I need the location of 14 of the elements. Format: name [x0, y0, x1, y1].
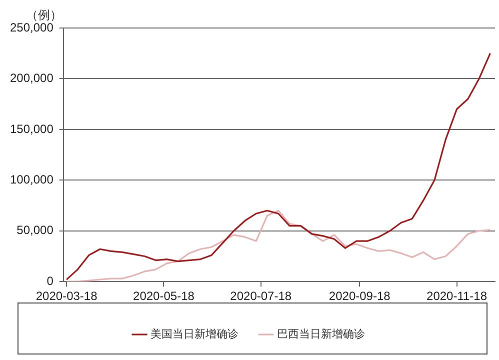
y-tick-label: 0: [46, 274, 54, 288]
y-tick-label: 150,000: [10, 122, 54, 136]
x-tick-label: 2020-03-18: [36, 289, 98, 304]
x-tick-label: 2020-05-18: [133, 289, 195, 304]
x-tick-label: 2020-07-18: [230, 289, 292, 304]
y-tick-label: 250,000: [10, 20, 54, 34]
y-axis-title: （例）: [26, 8, 62, 22]
legend-label: 巴西当日新增确诊: [277, 327, 365, 340]
x-tick-label: 2020-11-18: [426, 289, 488, 304]
legend-label: 美国当日新增确诊: [150, 327, 238, 340]
y-tick-label: 200,000: [10, 71, 54, 86]
y-tick-label: 100,000: [10, 172, 54, 186]
y-tick-label: 50,000: [16, 223, 54, 238]
x-tick-label: 2020-09-18: [328, 289, 391, 304]
